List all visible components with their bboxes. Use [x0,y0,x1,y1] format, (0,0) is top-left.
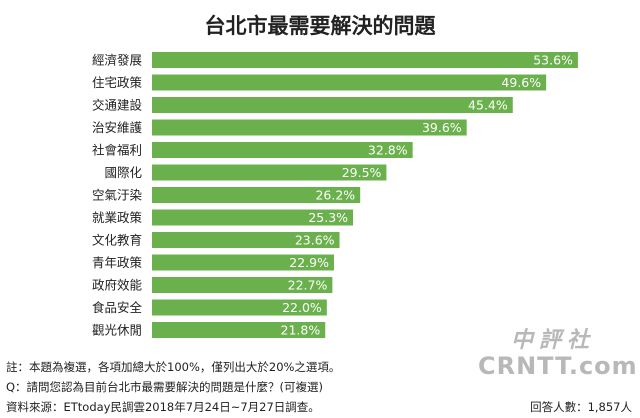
bar-12 [152,299,327,316]
category-label-5: 社會福利 [92,143,142,158]
value-label-10: 22.9% [289,255,329,270]
value-label-5: 32.8% [368,143,408,158]
category-label-10: 青年政策 [92,255,143,270]
value-label-1: 53.6% [533,53,573,68]
value-label-9: 23.6% [295,233,335,248]
category-label-3: 交通建設 [92,98,143,113]
bar-1 [152,52,578,68]
note-text: 註：本題為複選，各項加總大於100%，僅列出大於20%之選項。 [6,360,341,374]
chart-notes: 註：本題為複選，各項加總大於100%，僅列出大於20%之選項。 Q：請問您認為目… [6,357,634,417]
bar-6 [152,164,387,181]
category-label-9: 文化教育 [92,233,142,248]
bar-9 [152,232,340,248]
value-label-12: 22.0% [282,300,322,315]
bar-3 [152,97,513,113]
chart-title: 台北市最需要解決的問題 [204,14,436,38]
value-label-8: 25.3% [308,210,348,225]
bar-13 [152,322,326,338]
value-label-4: 39.6% [422,120,462,135]
category-label-8: 就業政策 [92,210,143,225]
category-label-13: 觀光休閒 [92,323,142,338]
category-label-11: 政府效能 [92,278,143,293]
category-label-4: 治安維護 [92,120,143,135]
category-label-7: 空氣汙染 [92,188,143,203]
bar-4 [152,119,467,136]
category-label-12: 食品安全 [92,300,143,315]
value-label-6: 29.5% [342,165,382,180]
source-text: 資料來源：ETtoday民調雲2018年7月24日~7月27日調查。 [6,400,320,414]
respondents-count: 回答人數：1,857人 [530,400,632,414]
question-text: Q：請問您認為目前台北市最需要解決的問題是什麼？(可複選) [6,380,324,394]
bar-5 [152,142,413,158]
category-label-6: 國際化 [104,165,142,180]
value-label-7: 26.2% [315,188,355,203]
bar-chart: 經濟發展 53.6% 住宅政策 49.6% 交通建設 45.4% 治安維護 39.6% 社會福利… [92,52,578,338]
bar-2 [152,74,547,91]
value-label-13: 21.8% [281,323,321,338]
bar-8 [152,209,354,226]
value-label-3: 45.4% [468,98,508,113]
bar-10 [152,254,334,271]
category-label-2: 住宅政策 [92,75,143,90]
value-label-11: 22.7% [288,278,328,293]
category-label-1: 經濟發展 [92,53,142,68]
bar-7 [152,187,361,203]
bar-11 [152,277,333,293]
value-label-2: 49.6% [501,75,541,90]
